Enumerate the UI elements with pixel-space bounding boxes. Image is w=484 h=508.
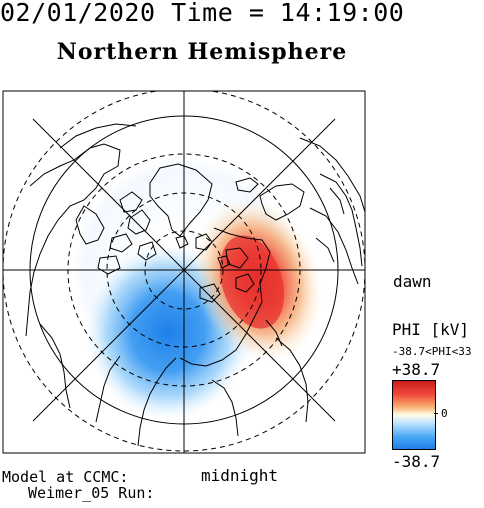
colorbar-zero-label: 0 <box>441 407 448 420</box>
colorbar-max-label: +38.7 <box>392 360 441 379</box>
coastlines <box>25 123 365 447</box>
colorbar-min-label: -38.7 <box>392 452 441 471</box>
run-label: Weimer_05 Run: <box>28 484 155 502</box>
colorbar-quantity: PHI [kV] <box>392 320 470 339</box>
model-label: Model at CCMC: <box>2 468 129 486</box>
plot-title: Northern Hemisphere <box>56 39 348 65</box>
colorbar-range: -38.7<PHI<33 <box>392 345 472 358</box>
colorbar <box>392 380 436 450</box>
colorbar-zero-tick <box>434 413 438 414</box>
polar-potential-map <box>2 90 366 454</box>
meridian <box>32 118 336 422</box>
midnight-label: midnight <box>201 466 279 485</box>
date-time-header: 02/01/2020 Time = 14:19:00 <box>0 0 405 27</box>
dawn-label: dawn <box>393 272 432 291</box>
